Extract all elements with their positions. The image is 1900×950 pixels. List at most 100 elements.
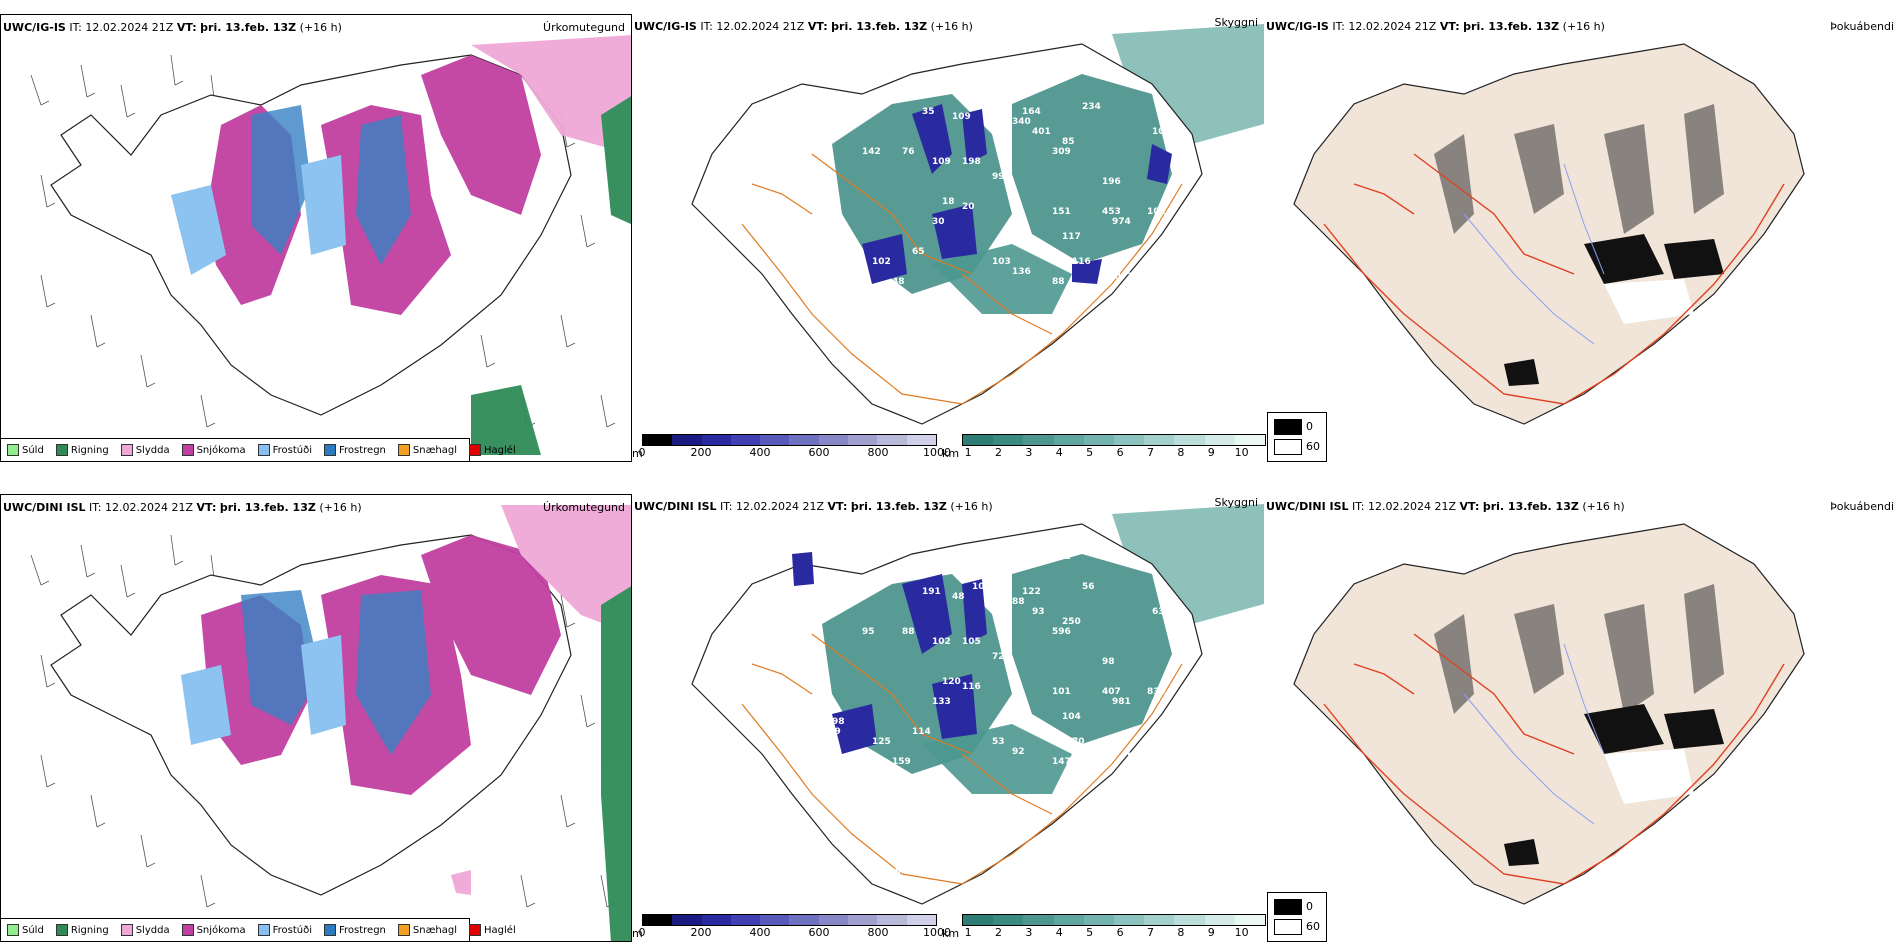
iceland-outline xyxy=(1293,43,1805,425)
sky-value-label: 79 xyxy=(817,762,830,772)
sky-value-label: 109 xyxy=(952,112,971,122)
sky-value-label: 453 xyxy=(1102,207,1121,217)
sky-value-label: 88 xyxy=(1012,597,1025,607)
legend-item-snaehagl: Snæhagl xyxy=(397,924,457,936)
sky-value-label: 281 xyxy=(932,777,951,787)
colorbar-swatch xyxy=(1114,915,1145,925)
colorbar-tick-label: 1000 xyxy=(923,446,951,459)
fog-indicator-panel-row2: UWC/DINI ISL IT: 12.02.2024 21Z VT: þri.… xyxy=(1264,494,1900,942)
height-colorbar-swatches xyxy=(642,914,937,926)
roads xyxy=(741,633,1183,885)
fog-legend-swatch-60 xyxy=(1274,919,1302,935)
colorbar-tick-label: 3 xyxy=(1025,926,1033,939)
colorbar-swatch xyxy=(1234,435,1266,445)
sky-value-label: 309 xyxy=(1052,147,1071,157)
sky-value-label: 67 xyxy=(882,387,895,397)
colorbar-swatch xyxy=(1083,435,1115,445)
sky-value-label: 103 xyxy=(992,257,1011,267)
sky-value-label: 48 xyxy=(952,592,965,602)
colorbar-swatch xyxy=(1144,915,1175,925)
precip-legend: Súld Rigning Slydda Snjókoma Frostúði Fr… xyxy=(1,438,516,461)
rivers xyxy=(1463,163,1605,345)
sky-value-label: 82 xyxy=(782,707,795,717)
visibility-colorbar-unit: km xyxy=(942,927,960,940)
fog-legend-swatch-0 xyxy=(1274,419,1302,435)
colorbar-tick-label: 6 xyxy=(1116,446,1124,459)
visibility-colorbar-swatches xyxy=(962,914,1266,926)
visibility-colorbar: 1 2 3 4 5 6 7 8 9 10 km xyxy=(942,434,1266,464)
sky-value-label: 65 xyxy=(912,247,925,257)
colorbar-swatch xyxy=(789,915,819,925)
colorbar-tick-label: 9 xyxy=(1207,926,1215,939)
colorbar-tick-label: 3 xyxy=(1025,446,1033,459)
legend-item-sudl: Súld xyxy=(7,924,44,936)
sky-value-label: 136 xyxy=(1012,267,1031,277)
visibility-colorbar: 1 2 3 4 5 6 7 8 9 10 km xyxy=(942,914,1266,944)
sky-value-label: 65 xyxy=(1052,72,1065,82)
sky-value-label: 18 xyxy=(942,197,955,207)
sky-value-label: 102 xyxy=(932,637,951,647)
sky-value-label: 340 xyxy=(1012,117,1031,127)
legend-item-slydda: Slydda xyxy=(120,924,170,936)
colorbar-swatch xyxy=(1053,435,1084,445)
cloud-base-areas xyxy=(792,552,987,754)
colorbar-swatch xyxy=(1053,915,1084,925)
sky-value-label: 80 xyxy=(1127,752,1140,762)
cloud-visibility-panel-row2: 270 152 122 56 63 82 191 48 108 88 93 250 596 72 98 95 8… xyxy=(632,494,1264,942)
colorbar-tick-label: 8 xyxy=(1177,926,1185,939)
clear-area xyxy=(1604,279,1694,324)
sky-value-label: 191 xyxy=(922,587,941,597)
panel-type-label: Úrkomutegund xyxy=(543,501,625,514)
wind-barbs xyxy=(30,534,616,908)
colorbar-tick-label: 8 xyxy=(1177,446,1185,459)
colorbar-tick-label: 10 xyxy=(1234,446,1249,459)
height-colorbar: 0 200 400 600 800 1000 m xyxy=(632,434,951,464)
sky-value-label: 108 xyxy=(932,297,951,307)
colorbar-swatch xyxy=(789,435,819,445)
legend-item-frostudi: Frostúði xyxy=(257,924,312,936)
colorbar-swatch xyxy=(643,915,673,925)
sky-value-label: 152 xyxy=(1052,552,1071,562)
colorbar-swatch xyxy=(730,435,761,445)
sky-value-label: 125 xyxy=(872,737,891,747)
panel-title: UWC/DINI ISL IT: 12.02.2024 21Z VT: þri.… xyxy=(1266,500,1625,513)
height-colorbar-unit: m xyxy=(632,447,643,460)
sky-value-label: 77 xyxy=(902,382,915,392)
sky-value-label: 407 xyxy=(1102,687,1121,697)
clear-area xyxy=(1604,749,1694,804)
panel-title: UWC/DINI ISL IT: 12.02.2024 21Z VT: þri.… xyxy=(634,500,993,513)
legend-swatch xyxy=(469,444,482,456)
sky-value-label: 250 xyxy=(1062,617,1081,627)
colorbar-swatch xyxy=(963,915,994,925)
sky-value-label: 159 xyxy=(892,757,911,767)
colorbar-swatch xyxy=(1204,915,1235,925)
legend-swatch xyxy=(181,444,194,456)
colorbar-tick-label: 4 xyxy=(1055,926,1063,939)
legend-swatch xyxy=(181,924,194,936)
legend-item-frostudi: Frostúði xyxy=(257,444,312,456)
sky-value-label: 30 xyxy=(932,217,945,227)
colorbar-swatch xyxy=(877,435,907,445)
legend-swatch xyxy=(324,444,336,456)
legend-item-slydda: Slydda xyxy=(120,444,170,456)
sky-value-label: 151 xyxy=(1052,207,1071,217)
colorbar-tick-label: 600 xyxy=(808,926,830,939)
precip-type-panel-row1: UWC/IG-IS IT: 12.02.2024 21Z VT: þri. 13… xyxy=(0,14,632,462)
fog-indicator-map xyxy=(1293,43,1805,425)
legend-item-frostregn: Frostregn xyxy=(324,444,386,456)
sky-value-label: 105 xyxy=(962,637,981,647)
colorbar-tick-label: 1 xyxy=(964,446,972,459)
colorbar-tick-label: 600 xyxy=(808,446,830,459)
sky-value-label: 142 xyxy=(862,147,881,157)
roads xyxy=(741,153,1183,405)
panel-type-label: Úrkomutegund xyxy=(543,21,625,34)
fog-legend-label-0: 0 xyxy=(1306,900,1313,913)
sky-value-label: 101 xyxy=(1152,127,1171,137)
colorbar-tick-label: 800 xyxy=(867,446,889,459)
sky-value-label: 270 xyxy=(1002,67,1021,77)
height-colorbar: 0 200 400 600 800 1000 m xyxy=(632,914,951,944)
sky-value-label: 156 xyxy=(882,867,901,877)
legend-swatch xyxy=(7,924,19,936)
fog-indicator-panel-row1: UWC/IG-IS IT: 12.02.2024 21Z VT: þri. 13… xyxy=(1264,14,1900,462)
